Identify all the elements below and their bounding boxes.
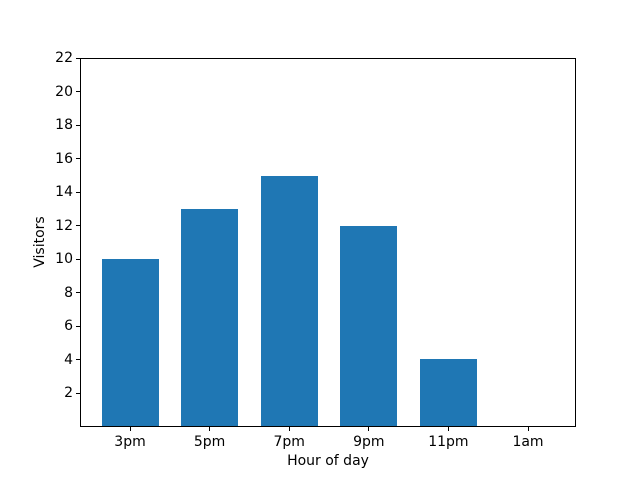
x-tick (209, 427, 211, 431)
bar-9pm (340, 225, 398, 426)
bar-11pm (419, 359, 477, 426)
y-tick-label: 10 (55, 251, 73, 268)
y-tick-label: 14 (55, 184, 73, 201)
y-tick (76, 392, 80, 394)
bar-7pm (260, 175, 318, 426)
y-tick (76, 292, 80, 294)
x-tick (129, 427, 131, 431)
y-tick (76, 124, 80, 126)
y-tick (76, 158, 80, 160)
x-tick-label: 5pm (193, 434, 226, 450)
y-tick (76, 359, 80, 361)
y-tick-label: 2 (64, 385, 73, 402)
y-tick-label: 20 (55, 83, 73, 100)
y-tick-label: 16 (55, 150, 73, 167)
x-tick-label: 3pm (114, 434, 146, 450)
x-tick (527, 427, 529, 431)
plot-area (80, 58, 576, 427)
bar-3pm (101, 259, 159, 426)
x-tick (368, 427, 370, 431)
bar-5pm (181, 209, 239, 426)
x-tick-label: 1am (512, 434, 544, 450)
y-tick (76, 57, 80, 59)
y-tick-label: 18 (55, 117, 73, 134)
y-tick-label: 8 (64, 284, 73, 301)
y-tick (76, 325, 80, 327)
x-tick-label: 9pm (353, 434, 385, 450)
x-tick (447, 427, 449, 431)
y-tick (76, 191, 80, 193)
y-tick-label: 6 (64, 318, 73, 335)
y-tick (76, 225, 80, 227)
x-tick-label: 7pm (273, 434, 305, 450)
y-tick-label: 4 (64, 351, 73, 368)
y-tick (76, 91, 80, 93)
x-tick-label: 11pm (428, 434, 469, 450)
y-tick-label: 12 (55, 217, 73, 234)
x-axis-label: Hour of day (287, 453, 369, 469)
y-tick (76, 258, 80, 260)
x-tick (288, 427, 290, 431)
y-axis-label: Visitors (32, 216, 48, 268)
y-tick-label: 22 (55, 50, 73, 66)
